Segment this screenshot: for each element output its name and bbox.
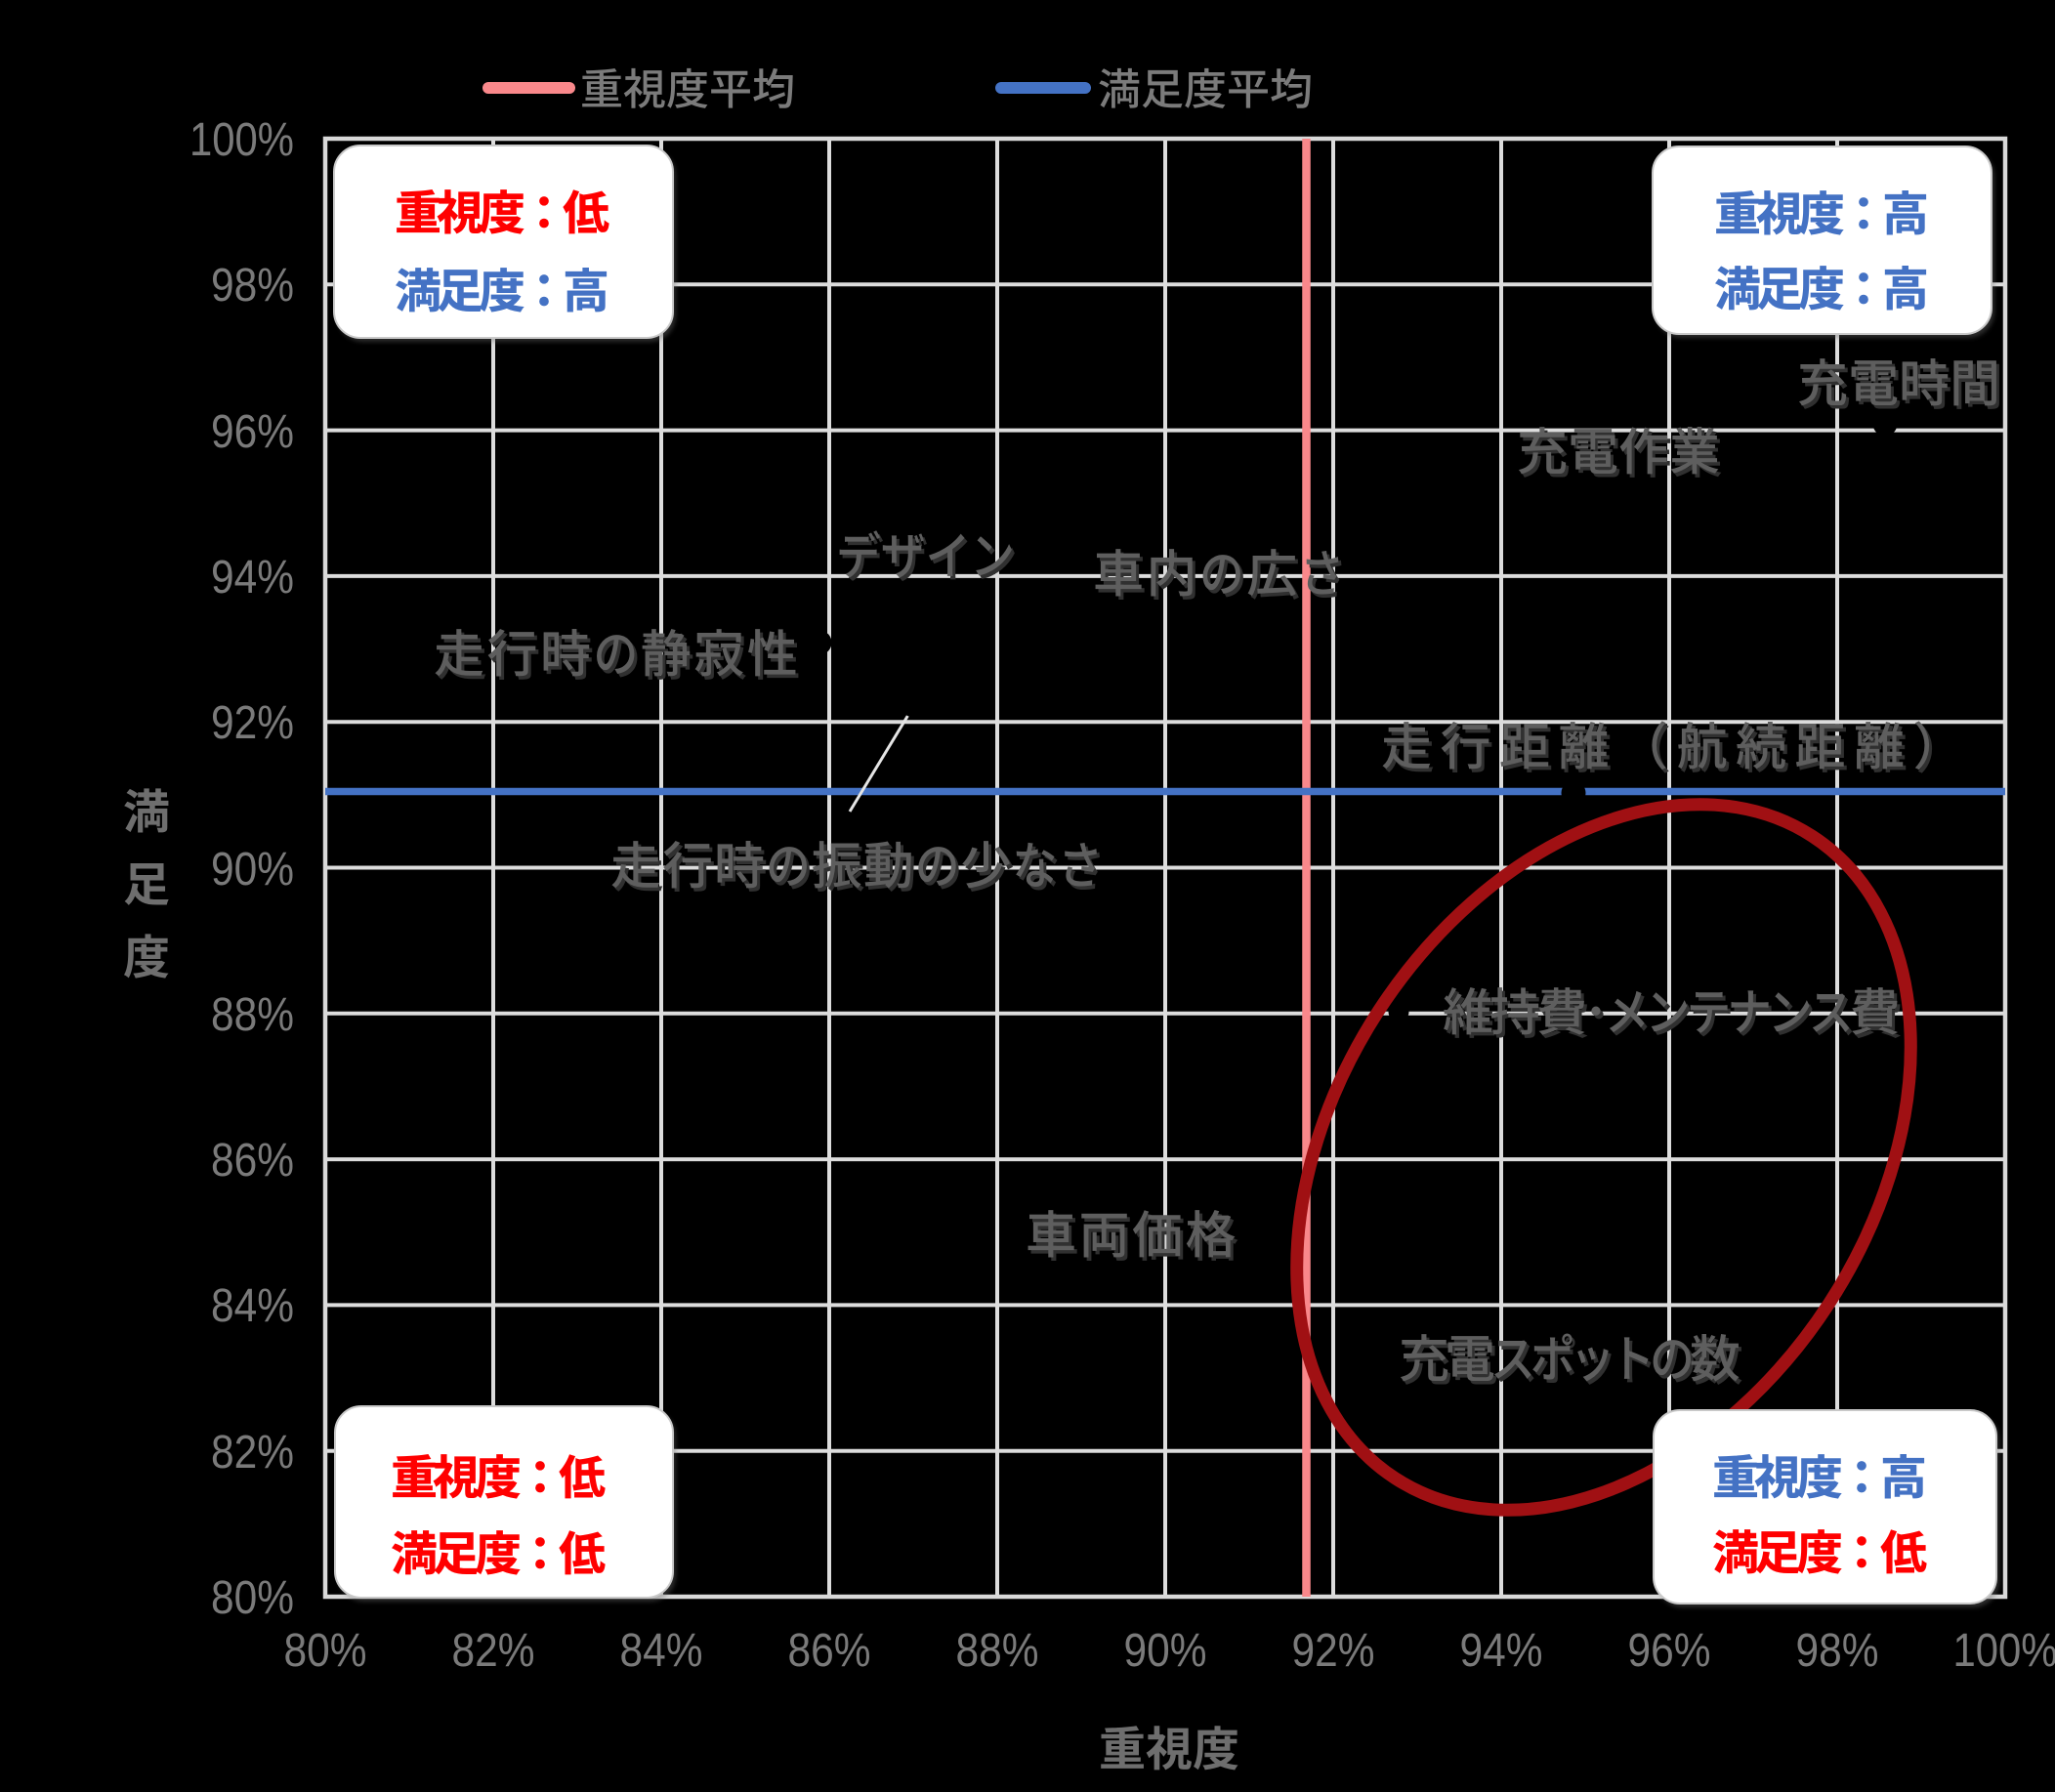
svg-text:94%: 94% bbox=[1460, 1625, 1543, 1677]
svg-text:98%: 98% bbox=[1796, 1625, 1879, 1677]
svg-text:90%: 90% bbox=[1124, 1625, 1207, 1677]
svg-text:82%: 82% bbox=[452, 1625, 535, 1677]
svg-text:80%: 80% bbox=[284, 1625, 367, 1677]
svg-text:80%: 80% bbox=[211, 1572, 294, 1624]
svg-text:88%: 88% bbox=[211, 989, 294, 1041]
svg-text:94%: 94% bbox=[211, 552, 294, 604]
svg-text:92%: 92% bbox=[1292, 1625, 1375, 1677]
svg-text:100%: 100% bbox=[189, 114, 294, 166]
svg-text:86%: 86% bbox=[211, 1135, 294, 1187]
svg-text:96%: 96% bbox=[1628, 1625, 1711, 1677]
svg-text:96%: 96% bbox=[211, 406, 294, 458]
svg-text:98%: 98% bbox=[211, 260, 294, 312]
svg-text:84%: 84% bbox=[211, 1280, 294, 1332]
svg-text:84%: 84% bbox=[620, 1625, 703, 1677]
svg-text:100%: 100% bbox=[1953, 1625, 2055, 1677]
svg-text:88%: 88% bbox=[956, 1625, 1039, 1677]
svg-text:86%: 86% bbox=[788, 1625, 871, 1677]
svg-text:92%: 92% bbox=[211, 697, 294, 749]
svg-text:82%: 82% bbox=[211, 1427, 294, 1479]
svg-text:90%: 90% bbox=[211, 844, 294, 896]
